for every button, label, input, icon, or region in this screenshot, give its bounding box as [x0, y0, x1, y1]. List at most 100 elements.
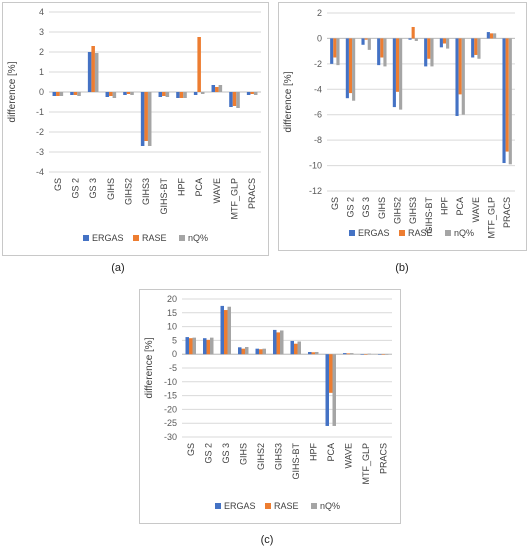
y-tick-label: 20	[167, 294, 177, 304]
bar-RASE-MTF_GLP	[232, 92, 237, 106]
chart-c: 20 15 10 5 0 -5 -10 -15 -20 -25 -30 difference [%] G…	[144, 294, 392, 511]
bar-ERGAS-GS-2	[70, 92, 74, 95]
bar-ERGAS-PRACS	[246, 92, 251, 95]
bar-ERGAS-GIHS	[105, 92, 110, 97]
bar-RASE-MTF_GLP	[489, 33, 494, 39]
bar-nQ-GIHS-BT	[297, 341, 301, 355]
x-tick-label: HPF	[440, 196, 450, 215]
panel-b-frame: 2 0 -2 -4 -6 -8 -10 -12 difference [%] GS GS 2 GS 3…	[278, 2, 527, 251]
bar-RASE-PCA	[197, 37, 201, 92]
bar-RASE-GS	[56, 92, 60, 96]
legend-swatch-ERGAS	[215, 503, 221, 509]
bar-RASE-GIHS2	[126, 92, 131, 94]
bar-RASE-PCA	[329, 354, 333, 393]
legend-label: RASE	[274, 501, 299, 511]
bar-nQ-MTF_GLP	[367, 353, 371, 355]
bar-nQ-GIHS	[245, 347, 249, 355]
panel-c-frame: 20 15 10 5 0 -5 -10 -15 -20 -25 -30 difference [%] G…	[139, 289, 401, 524]
x-tick-label: GS 3	[88, 178, 98, 199]
legend-swatch-nQ	[445, 230, 451, 236]
bar-nQ-PRACS	[508, 38, 512, 165]
bar-RASE-WAVE	[346, 353, 350, 355]
x-tick-label: MTF_GLP	[487, 197, 497, 239]
caption-a: (a)	[111, 262, 125, 274]
bar-ERGAS-HPF	[176, 92, 180, 98]
bar-ERGAS-GS-3	[361, 38, 365, 45]
x-tick-label: MTF_GLP	[230, 178, 240, 220]
bar-ERGAS-HPF	[439, 38, 443, 48]
x-tick-label: PCA	[194, 178, 204, 197]
bar-ERGAS-GS-3	[220, 305, 224, 355]
y-tick-label: 15	[167, 308, 177, 318]
x-tick-label: GS	[53, 178, 63, 191]
x-tick-label: HPF	[308, 442, 318, 461]
bar-nQ-WAVE	[218, 85, 223, 92]
x-tick-label: GS 2	[71, 178, 81, 199]
x-tick-label: PCA	[455, 197, 465, 216]
bar-RASE-GIHS-BT	[294, 343, 298, 355]
x-tick-label: GIHS-BT	[291, 443, 301, 480]
bar-nQ-GS-2	[77, 92, 81, 96]
x-tick-label: GIHS2	[393, 197, 403, 224]
x-tick-label: WAVE	[343, 443, 353, 469]
bar-RASE-GS-3	[364, 38, 368, 40]
x-tick-label: GIHS3	[141, 178, 151, 205]
bar-RASE-GIHS2	[259, 349, 263, 355]
chart-a: 4 3 2 1 0 -1 -2 -3 -4 difference [%] GS GS 2 GS 3 GIH…	[7, 7, 261, 243]
bar-ERGAS-GS-2	[345, 38, 349, 99]
bar-RASE-GS	[189, 338, 193, 355]
bar-RASE-GIHS3	[276, 332, 280, 355]
bar-RASE-PRACS	[381, 354, 385, 355]
x-tick-label: PRACS	[378, 443, 388, 474]
bar-nQ-GIHS2	[262, 348, 266, 355]
bar-ERGAS-PCA	[455, 38, 459, 116]
bar-nQ-HPF	[183, 92, 187, 98]
bar-nQ-PRACS	[253, 92, 258, 95]
bar-ERGAS-GS	[185, 337, 189, 355]
bar-nQ-GS-2	[210, 337, 214, 355]
x-tick-label: PRACS	[502, 197, 512, 228]
bar-nQ-HPF	[315, 351, 319, 355]
y-tick-label: -25	[164, 418, 177, 428]
legend: ERGAS RASE nQ%	[349, 228, 474, 238]
bar-ERGAS-GIHS-BT	[290, 340, 294, 355]
legend-label: nQ%	[454, 228, 474, 238]
y-tick-label: -3	[36, 147, 44, 157]
bar-RASE-GIHS-BT	[162, 92, 166, 96]
bar-ERGAS-GIHS	[377, 38, 381, 66]
x-tick-label: GS	[186, 443, 196, 456]
y-tick-label: -20	[164, 404, 177, 414]
bar-RASE-GS-2	[348, 38, 353, 94]
bar-nQ-GIHS	[383, 38, 387, 67]
y-axis-label: difference [%]	[144, 337, 155, 398]
bar-ERGAS-GS	[330, 38, 334, 64]
bar-RASE-GIHS3	[411, 26, 415, 39]
x-tick-label: GS 3	[221, 443, 231, 464]
bar-RASE-GIHS	[109, 92, 113, 96]
bar-RASE-GS-2	[206, 339, 210, 355]
bar-RASE-GS-3	[91, 46, 95, 92]
legend-label: ERGAS	[224, 501, 256, 511]
legend-label: ERGAS	[92, 233, 124, 243]
legend-label: nQ%	[320, 501, 340, 511]
x-tick-label: GS 2	[203, 443, 213, 464]
bar-nQ-GIHS2	[130, 92, 134, 95]
x-tick-label: GS 3	[361, 197, 371, 218]
legend-swatch-nQ	[311, 503, 317, 509]
bar-RASE-GIHS3	[144, 92, 148, 141]
y-tick-label: -4	[314, 84, 322, 94]
x-tick-label: GIHS-BT	[159, 178, 169, 215]
bar-RASE-WAVE	[474, 38, 478, 55]
bar-nQ-PRACS	[385, 354, 389, 355]
y-tick-label: -12	[309, 186, 322, 196]
y-axis-label: difference [%]	[7, 61, 18, 122]
y-tick-label: 0	[39, 87, 44, 97]
y-tick-label: 4	[39, 7, 44, 17]
bar-nQ-GS-2	[352, 38, 356, 101]
y-tick-label: 5	[172, 335, 177, 345]
bar-RASE-GIHS2	[395, 38, 400, 92]
bar-ERGAS-MTF_GLP	[229, 92, 233, 107]
bar-nQ-MTF_GLP	[493, 33, 497, 39]
bar-ERGAS-GIHS2	[123, 92, 127, 95]
legend-swatch-ERGAS	[83, 235, 89, 241]
